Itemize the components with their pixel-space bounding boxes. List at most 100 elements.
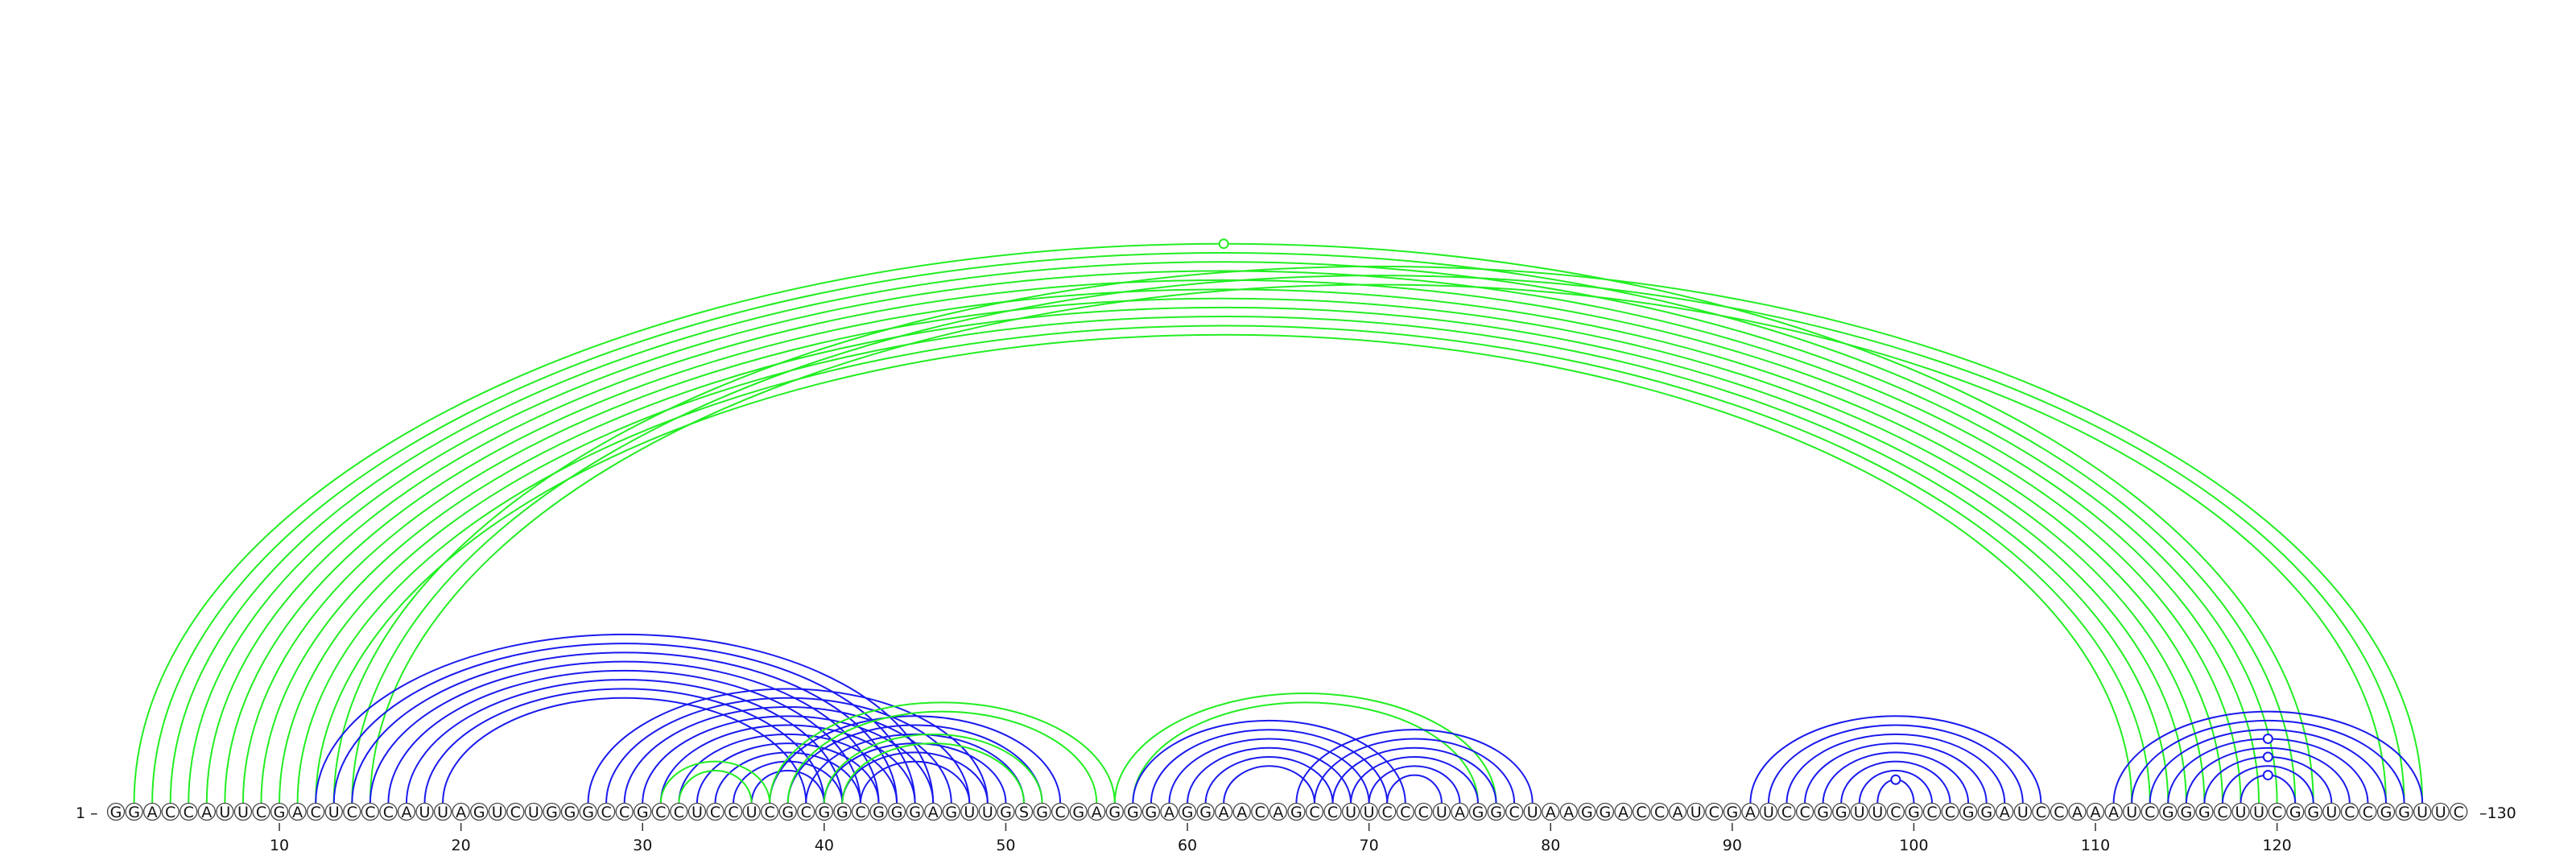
blue-base-pair-arc <box>2221 765 2314 804</box>
green-base-pair-arc <box>279 315 2169 804</box>
nucleotide-letter: G <box>1199 804 1212 821</box>
nucleotide-letter: G <box>1036 804 1048 821</box>
nucleotide-letter: A <box>1164 804 1174 821</box>
nucleotide-letter: U <box>219 804 230 821</box>
nucleotide-circle <box>307 802 325 821</box>
green-base-pair-arc <box>242 297 2206 804</box>
nucleotide: C <box>1323 802 1342 821</box>
green-base-pair-arc <box>369 283 2387 804</box>
nucleotide-circle <box>887 802 906 821</box>
nucleotide-circle <box>1033 802 1051 821</box>
nucleotide-circle <box>942 802 960 821</box>
nucleotide-letter: U <box>982 804 993 821</box>
nucleotide-letter: U <box>1345 804 1356 821</box>
nucleotide: G <box>906 802 924 821</box>
nucleotide: A <box>452 802 470 821</box>
blue-base-pair-arc <box>605 697 971 804</box>
green-base-pair-arc <box>769 701 1116 804</box>
nucleotide: U <box>1523 802 1542 821</box>
nucleotide: G <box>1033 802 1051 821</box>
nucleotide: A <box>1614 802 1633 821</box>
nucleotide: G <box>1578 802 1596 821</box>
nucleotide: U <box>742 802 761 821</box>
nucleotide-letter: G <box>2180 804 2192 821</box>
nucleotide: C <box>1795 802 1814 821</box>
nucleotide-circle <box>579 802 597 821</box>
nucleotide: C <box>1941 802 1959 821</box>
nucleotide: S <box>1014 802 1034 821</box>
nucleotide-letter: G <box>546 804 558 821</box>
nucleotide: U <box>2123 802 2141 821</box>
green-base-pair-arc <box>169 261 2278 804</box>
blue-base-pair-arc <box>1804 742 1988 804</box>
nucleotide: C <box>2213 802 2232 821</box>
nucleotide: C <box>597 802 616 821</box>
nucleotide: G <box>579 802 597 821</box>
nucleotide-circle <box>924 802 943 821</box>
nucleotide-letter: G <box>637 804 649 821</box>
nucleotide-circle <box>906 802 924 821</box>
nucleotide-letter: A <box>1563 804 1574 821</box>
nucleotide-letter: U <box>1763 804 1774 821</box>
tick-label: 100 <box>1899 837 1928 854</box>
nucleotide-letter: C <box>710 804 720 821</box>
nucleotide-letter: G <box>1817 804 1829 821</box>
nucleotide-letter: G <box>564 804 576 821</box>
nucleotide-letter: C <box>256 804 266 821</box>
nucleotide: A <box>397 802 416 821</box>
nucleotide-letter: G <box>110 804 122 821</box>
nucleotide: G <box>942 802 960 821</box>
nucleotide: G <box>2395 802 2413 821</box>
nucleotide: U <box>524 802 543 821</box>
nucleotide: C <box>670 802 688 821</box>
nucleotide-letter: C <box>1890 804 1901 821</box>
nucleotide-circle <box>2123 802 2141 821</box>
nucleotide-letter: C <box>365 804 375 821</box>
nucleotide-circle <box>1922 802 1942 821</box>
nucleotide-letter: U <box>2253 804 2264 821</box>
nucleotide-circle <box>1868 802 1887 821</box>
nucleotide-letter: G <box>1835 804 1847 821</box>
nucleotide-letter: A <box>1618 804 1629 821</box>
nucleotide: A <box>1160 802 1179 821</box>
nucleotide-circle <box>270 802 289 821</box>
nucleotide-circle <box>1959 802 1978 821</box>
nucleotide-circle <box>1069 802 1088 821</box>
nucleotide-letter: C <box>510 804 521 821</box>
nucleotide-letter: G <box>1600 804 1612 821</box>
blue-base-pair-arc <box>841 751 989 804</box>
nucleotide-letter: U <box>2435 804 2446 821</box>
blue-base-pair-arc <box>696 742 880 804</box>
blue-base-pair-arc <box>442 697 807 804</box>
blue-base-pair-arc <box>1749 715 2042 804</box>
green-base-pair-arc <box>205 279 2242 804</box>
nucleotide-letter: A <box>401 804 411 821</box>
arc-apex-marker <box>1890 774 1901 785</box>
nucleotide-letter: U <box>746 804 758 821</box>
nucleotide-circle <box>161 802 180 821</box>
nucleotide-circle <box>1160 802 1179 821</box>
nucleotide-letter: C <box>1781 804 1792 821</box>
nucleotide: U <box>1868 802 1887 821</box>
nucleotide: C <box>1650 802 1669 821</box>
nucleotide-circle <box>797 802 815 821</box>
nucleotide-letter: U <box>492 804 503 821</box>
nucleotide-letter: U <box>2235 804 2247 821</box>
tick-label: 20 <box>452 837 471 854</box>
green-base-pair-arc <box>315 333 2133 804</box>
nucleotide-letter: C <box>601 804 611 821</box>
nucleotide-letter: G <box>2198 804 2211 821</box>
nucleotide-letter: C <box>1926 804 1937 821</box>
nucleotide: U <box>2249 802 2268 821</box>
tick-label: 90 <box>1723 837 1742 854</box>
nucleotide: U <box>216 802 234 821</box>
nucleotide-letter: U <box>2326 804 2337 821</box>
nucleotide-circle <box>1414 802 1433 821</box>
nucleotide-letter: G <box>909 804 921 821</box>
nucleotide-letter: U <box>437 804 448 821</box>
nucleotide-circle <box>1614 802 1633 821</box>
blue-base-pair-arc <box>2131 719 2405 804</box>
nucleotide-letter: A <box>1219 804 1229 821</box>
arc-apex-marker <box>2262 770 2273 781</box>
nucleotide: A <box>1559 802 1578 821</box>
